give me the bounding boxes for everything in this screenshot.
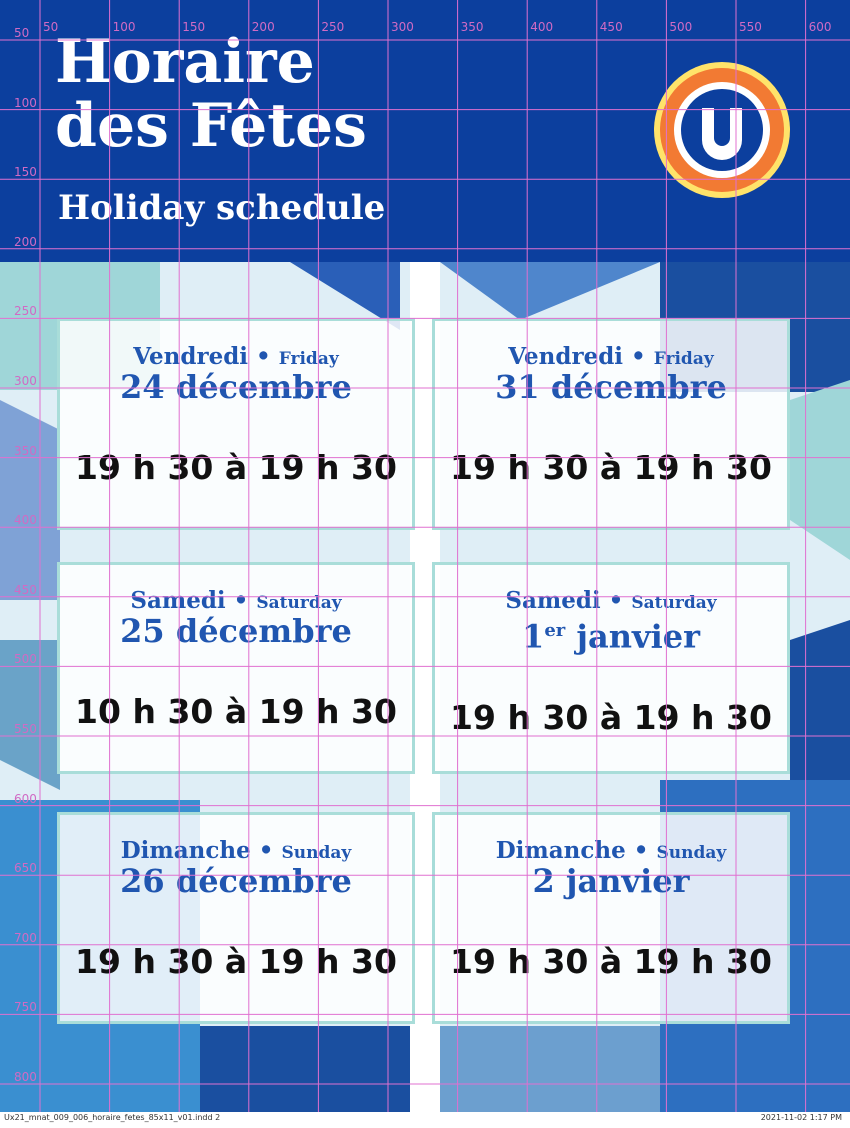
date: 24 décembre [120, 368, 352, 406]
hours: 19 h 30 à 19 h 30 [450, 448, 772, 487]
title-line: des Fêtes [55, 91, 367, 161]
bullet: • [225, 587, 257, 614]
ruler-label: 400 [14, 513, 37, 528]
schedule-card: Dimanche • Sunday 2 janvier 19 h 30 à 19 h… [432, 812, 790, 1024]
day-fr: Samedi [130, 587, 226, 614]
day: Dimanche • Sunday [435, 837, 787, 864]
hours: 19 h 30 à 19 h 30 [75, 448, 397, 487]
bullet: • [250, 837, 282, 864]
ruler-label: 250 [14, 304, 37, 319]
subtitle: Holiday schedule [58, 188, 386, 228]
ruler-label: 450 [14, 582, 37, 597]
ruler-label: 600 [808, 20, 832, 34]
ruler-label: 150 [182, 20, 206, 34]
hours: 10 h 30 à 19 h 30 [75, 692, 397, 731]
hours: 19 h 30 à 19 h 30 [450, 697, 772, 737]
ruler-label: 50 [43, 20, 59, 34]
ruler-label: 800 [14, 1070, 37, 1084]
ruler-label: 750 [14, 1000, 37, 1015]
day-en: Friday [278, 349, 339, 369]
day-en: Friday [653, 349, 714, 369]
schedule-card: Samedi • Saturday 1er janvier 19 h 30 à 19… [432, 562, 790, 774]
bullet: • [248, 343, 279, 370]
ruler-label: 600 [14, 791, 37, 806]
schedule-card: Vendredi • Friday 31 décembre 19 h 30 à 19… [432, 318, 790, 530]
ruler-label: 450 [599, 20, 623, 34]
ruler-label: 350 [460, 20, 484, 34]
ruler-label: 200 [14, 234, 37, 249]
day-fr: Dimanche [495, 837, 626, 864]
day: Samedi • Saturday [60, 587, 412, 614]
day-fr: Dimanche [120, 837, 251, 864]
day: Vendredi • Friday [60, 343, 412, 370]
ruler-label: 650 [14, 861, 37, 876]
day-fr: Vendredi [133, 343, 249, 370]
hours: 19 h 30 à 19 h 30 [450, 942, 772, 981]
footer-timestamp: 2021-11-02 1:17 PM [760, 1113, 842, 1122]
day-en: Sunday [281, 843, 352, 863]
bullet: • [623, 343, 654, 370]
ruler-label: 300 [391, 20, 414, 34]
date-sup: er [544, 620, 566, 641]
day: Dimanche • Sunday [60, 837, 412, 864]
schedule-card: Samedi • Saturday 25 décembre 10 h 30 à 19… [57, 562, 415, 774]
ruler-label: 150 [14, 165, 37, 180]
ruler-label: 700 [14, 930, 37, 945]
ruler-label: 400 [530, 20, 554, 34]
day-en: Saturday [256, 593, 342, 613]
title-line: Horaire [55, 27, 315, 97]
ruler-label: 200 [251, 20, 275, 34]
title: Horaire des Fêtes [55, 30, 367, 158]
date: 31 décembre [495, 368, 727, 406]
day-fr: Samedi [505, 587, 601, 614]
ruler-label: 250 [321, 20, 345, 34]
ruler-label: 500 [14, 652, 37, 667]
ruler-label: 500 [669, 20, 693, 34]
ruler-label: 300 [14, 374, 37, 388]
ruler-label: 50 [14, 26, 30, 40]
day-en: Saturday [631, 593, 717, 613]
ruler-label: 100 [112, 20, 136, 34]
date: 25 décembre [120, 612, 352, 650]
date: 2 janvier [532, 862, 690, 900]
bullet: • [625, 837, 657, 864]
ruler-label: 550 [739, 20, 762, 34]
ruler-label: 100 [14, 95, 37, 110]
date: 26 décembre [120, 862, 352, 900]
schedule-card: Vendredi • Friday 24 décembre 19 h 30 à 19… [57, 318, 415, 530]
hours: 19 h 30 à 19 h 30 [75, 942, 397, 981]
day-en: Sunday [656, 843, 727, 863]
ruler-label: 350 [14, 443, 37, 458]
bullet: • [600, 587, 632, 614]
schedule-card: Dimanche • Sunday 26 décembre 19 h 30 à 19… [57, 812, 415, 1024]
day: Samedi • Saturday [435, 587, 787, 614]
footer-file: Ux21_mnat_009_006_horaire_fetes_85x11_v0… [4, 1113, 221, 1122]
ruler-label: 550 [14, 722, 37, 736]
